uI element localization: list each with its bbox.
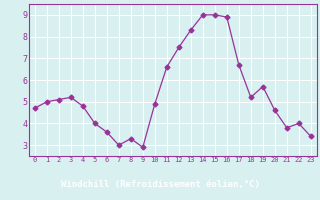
Text: Windchill (Refroidissement éolien,°C): Windchill (Refroidissement éolien,°C) — [60, 180, 260, 189]
